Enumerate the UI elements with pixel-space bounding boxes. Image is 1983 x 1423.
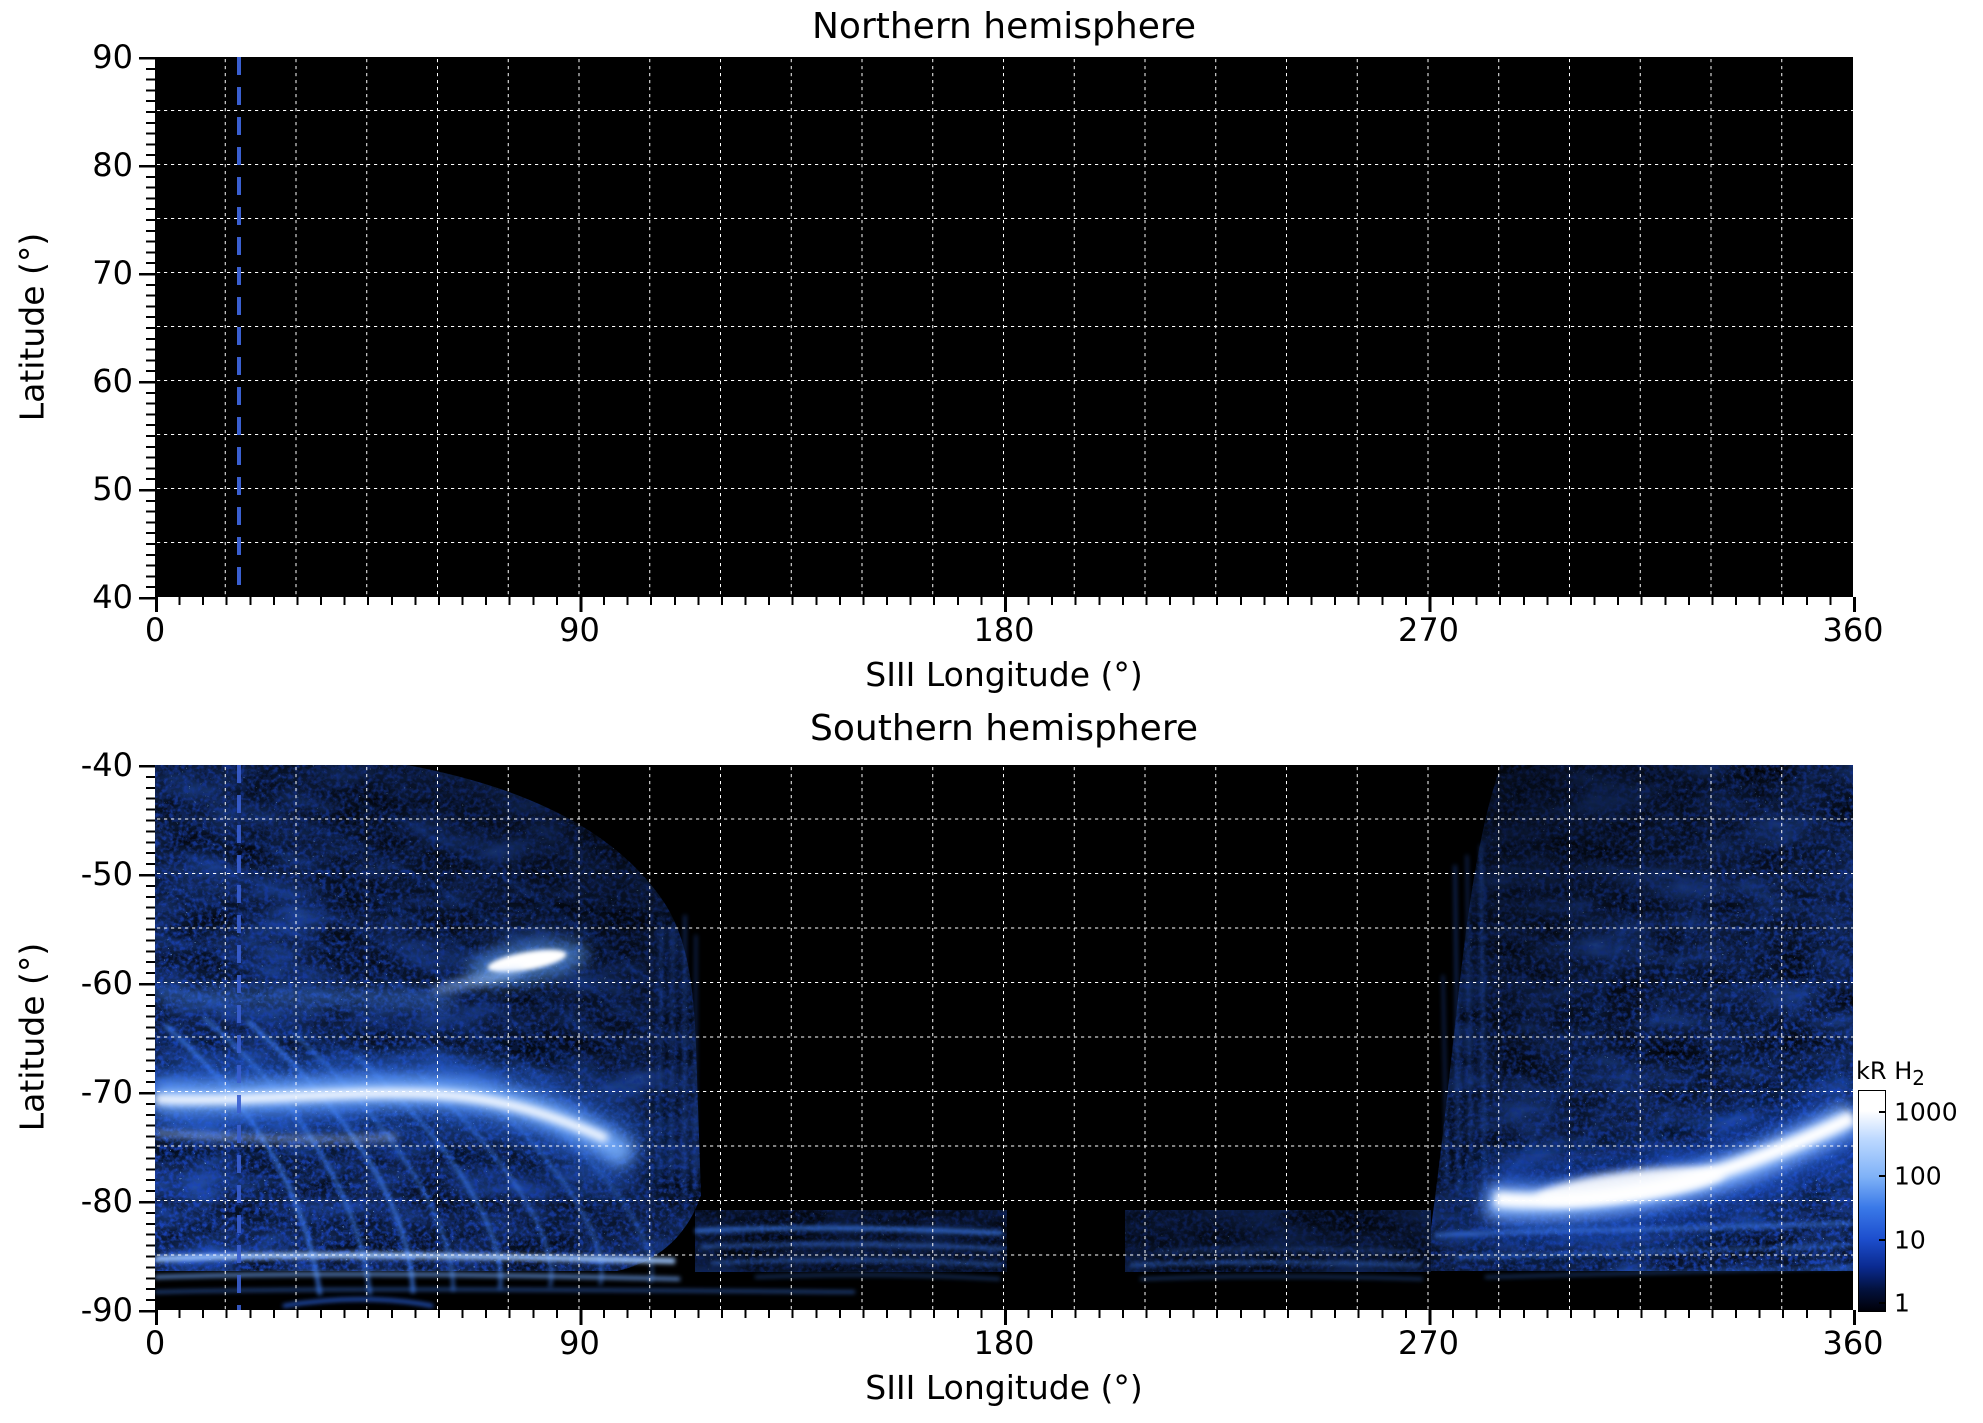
- north-y-tick-label: 40: [92, 578, 133, 616]
- colorbar-tick-label: 10: [1894, 1225, 1926, 1255]
- south-x-tick-label: 180: [973, 1324, 1035, 1362]
- colorbar-tick-label: 100: [1894, 1161, 1942, 1191]
- south-y-tick-label: -80: [80, 1182, 133, 1220]
- colorbar-tick: [1879, 1239, 1886, 1241]
- north-y-axis-label: Latitude (°): [12, 232, 52, 422]
- south-y-tick-label: -70: [80, 1073, 133, 1111]
- colorbar-label: kR H2: [1856, 1057, 1925, 1090]
- south-x-tick-label: 0: [144, 1324, 166, 1362]
- north-y-tick-label: 50: [92, 470, 133, 508]
- south-y-tick-label: -90: [80, 1291, 133, 1329]
- north-plot-canvas: [155, 57, 1853, 597]
- north-x-tick-label: 0: [144, 611, 166, 649]
- north-y-tick-label: 90: [92, 38, 133, 76]
- north-y-major-ticks: [139, 57, 155, 600]
- south-y-tick-label: -50: [80, 855, 133, 893]
- north-title: Northern hemisphere: [811, 6, 1197, 47]
- north-x-tick-label: 180: [973, 611, 1035, 649]
- south-x-axis-label: SIII Longitude (°): [865, 1368, 1143, 1407]
- south-plot-canvas: [155, 765, 1853, 1310]
- north-grid-horizontal: [155, 57, 1853, 593]
- colorbar-label-text: kR H: [1856, 1057, 1913, 1085]
- north-x-major-ticks: [155, 597, 1856, 612]
- north-y-tick-label: 70: [92, 254, 133, 292]
- north-x-tick-label: 270: [1397, 611, 1460, 649]
- south-plot-area: -40 -50 -60 -70 -80 -90 0 90 180 270 360: [81, 746, 1884, 1362]
- south-y-major-ticks: [139, 765, 155, 1313]
- north-x-tick-label: 90: [559, 611, 600, 649]
- south-y-axis-label: Latitude (°): [12, 942, 52, 1132]
- south-y-tick-label: -60: [80, 964, 133, 1002]
- north-plot-area: 90 80 70 60 50 40 0 90 180 270 360: [92, 38, 1883, 649]
- north-y-tick-label: 60: [92, 362, 133, 400]
- panel-north: Northern hemisphere Latitude (°): [0, 0, 1983, 705]
- south-title: Southern hemisphere: [810, 708, 1198, 749]
- colorbar-tick-label: 1000: [1894, 1097, 1958, 1127]
- north-x-tick-label: 360: [1822, 611, 1884, 649]
- colorbar-tick: [1879, 1302, 1886, 1304]
- south-x-tick-label: 90: [559, 1324, 600, 1362]
- south-y-tick-label: -40: [80, 746, 133, 784]
- colorbar-label-subscript: 2: [1912, 1065, 1925, 1090]
- colorbar-tick: [1879, 1111, 1886, 1113]
- colorbar: [1858, 1090, 1886, 1312]
- colorbar-tick-label: 1: [1894, 1288, 1910, 1318]
- north-y-tick-label: 80: [92, 146, 133, 184]
- north-x-axis-label: SIII Longitude (°): [865, 655, 1143, 694]
- south-grid-horizontal: [155, 765, 1853, 1305]
- colorbar-tick: [1879, 1175, 1886, 1177]
- south-x-major-ticks: [155, 1310, 1856, 1325]
- south-x-tick-label: 360: [1822, 1324, 1884, 1362]
- south-x-tick-label: 270: [1397, 1324, 1460, 1362]
- panel-south: Southern hemisphere Latitude (°): [0, 705, 1983, 1423]
